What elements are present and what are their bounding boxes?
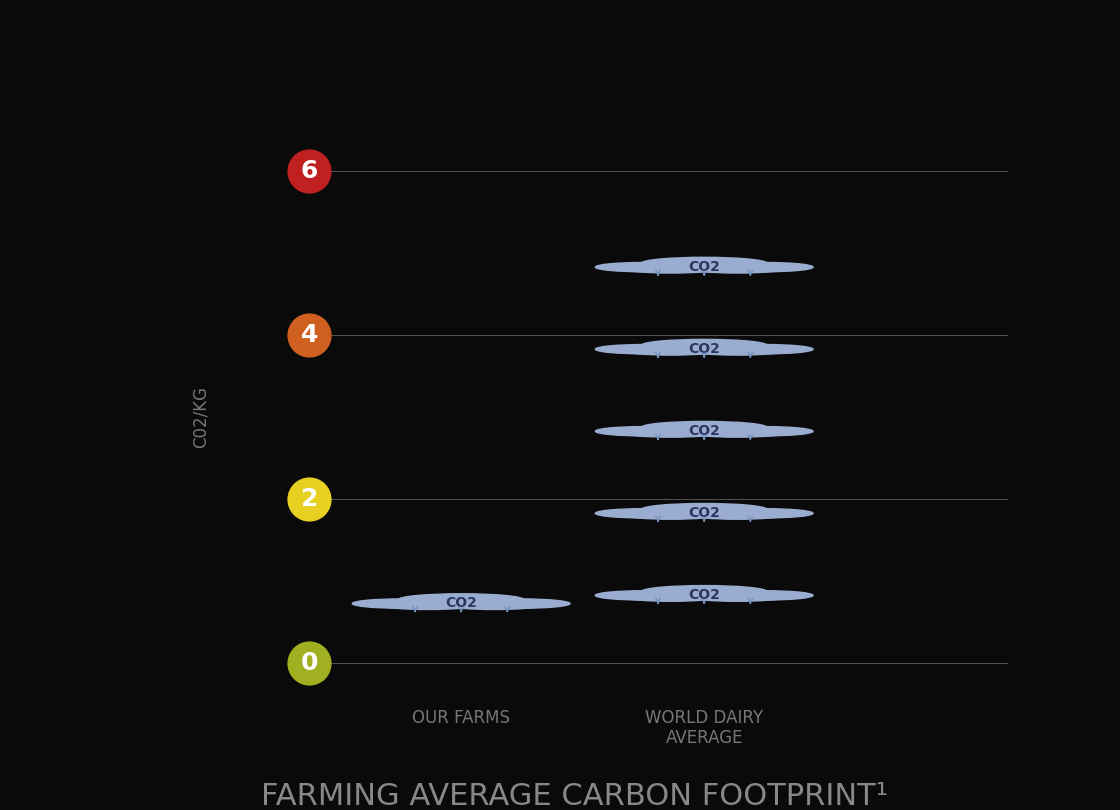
Point xyxy=(300,657,318,670)
Circle shape xyxy=(655,427,754,436)
Text: CO2: CO2 xyxy=(689,506,720,520)
Point xyxy=(300,492,318,505)
Circle shape xyxy=(625,428,718,437)
Circle shape xyxy=(353,599,451,608)
Circle shape xyxy=(625,347,718,355)
Circle shape xyxy=(691,264,783,273)
Circle shape xyxy=(642,504,767,515)
Circle shape xyxy=(642,586,767,598)
Circle shape xyxy=(399,594,524,606)
Text: CO2: CO2 xyxy=(689,260,720,274)
Text: 4: 4 xyxy=(300,323,318,347)
Point xyxy=(300,164,318,177)
Circle shape xyxy=(715,427,813,436)
Text: C02/KG: C02/KG xyxy=(192,386,209,448)
Circle shape xyxy=(655,590,754,600)
Circle shape xyxy=(382,601,475,609)
Text: CO2: CO2 xyxy=(689,588,720,602)
Circle shape xyxy=(691,428,783,437)
Circle shape xyxy=(715,262,813,272)
Text: 0: 0 xyxy=(300,651,318,676)
Text: FARMING AVERAGE CARBON FOOTPRINT¹: FARMING AVERAGE CARBON FOOTPRINT¹ xyxy=(261,782,887,810)
Circle shape xyxy=(655,509,754,518)
Circle shape xyxy=(642,339,767,352)
Circle shape xyxy=(448,601,540,609)
Circle shape xyxy=(655,344,754,354)
Circle shape xyxy=(715,509,813,518)
Circle shape xyxy=(642,421,767,433)
Circle shape xyxy=(596,344,694,354)
Circle shape xyxy=(596,509,694,518)
Circle shape xyxy=(655,262,754,272)
Point xyxy=(300,329,318,342)
Circle shape xyxy=(715,590,813,600)
Circle shape xyxy=(596,427,694,436)
Circle shape xyxy=(642,258,767,269)
Circle shape xyxy=(715,344,813,354)
Circle shape xyxy=(596,590,694,600)
Text: 2: 2 xyxy=(300,488,318,511)
Text: CO2: CO2 xyxy=(689,424,720,437)
Text: OUR FARMS: OUR FARMS xyxy=(412,709,510,727)
Circle shape xyxy=(691,347,783,355)
Text: WORLD DAIRY
AVERAGE: WORLD DAIRY AVERAGE xyxy=(645,709,763,748)
Text: CO2: CO2 xyxy=(689,342,720,356)
Circle shape xyxy=(596,262,694,272)
Text: 6: 6 xyxy=(300,159,318,183)
Circle shape xyxy=(625,264,718,273)
Circle shape xyxy=(472,599,570,608)
Text: CO2: CO2 xyxy=(446,596,477,610)
Circle shape xyxy=(625,593,718,601)
Circle shape xyxy=(691,510,783,519)
Circle shape xyxy=(691,593,783,601)
Circle shape xyxy=(625,510,718,519)
Circle shape xyxy=(412,599,511,608)
